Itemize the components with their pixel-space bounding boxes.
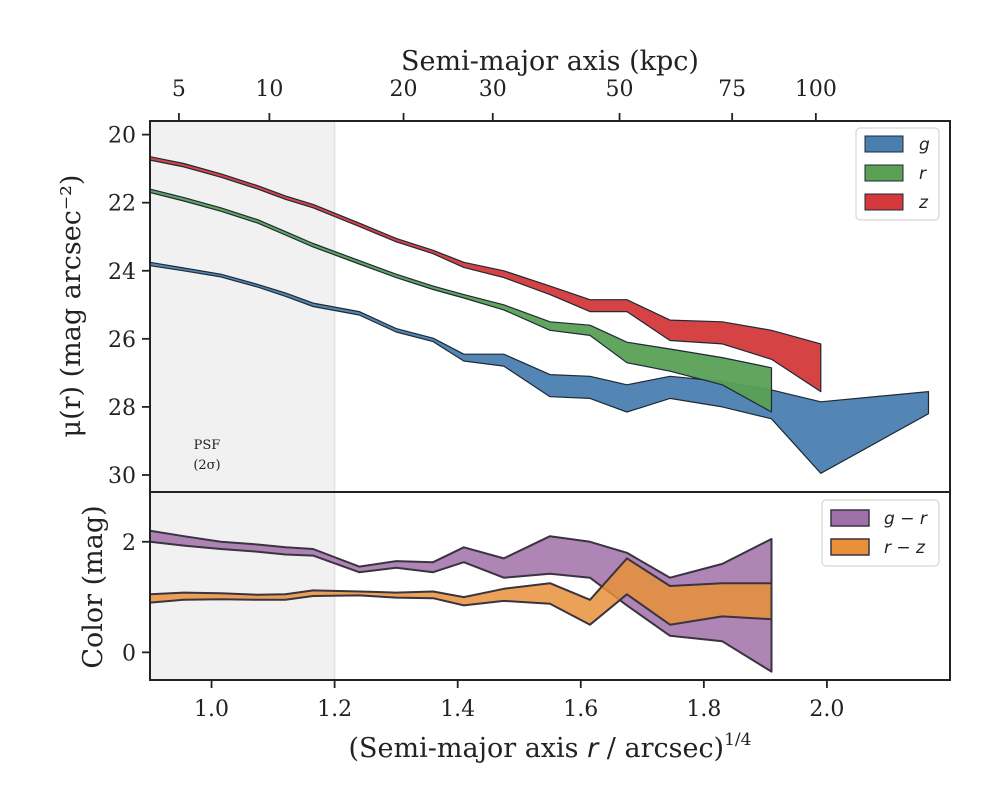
upper-legend: grz: [855, 127, 940, 221]
y-tick-label: 20: [108, 124, 136, 149]
band-z: [150, 156, 822, 393]
x-tick-label: 1.0: [194, 697, 229, 722]
psf-region: [150, 121, 335, 492]
legend-label-color-1: r − z: [884, 538, 926, 558]
top-tick-label: 5: [172, 77, 186, 102]
lower-panel: 0 2 1.0 1.2 1.4 1.6 1.8 2.0 g − r r − z: [122, 491, 951, 722]
y-tick-label: 24: [108, 260, 136, 285]
legend-swatch-color-0: [830, 509, 870, 527]
legend-swatch-g: [864, 135, 904, 153]
y-tick-label: 2: [122, 531, 136, 556]
legend-label-g: g: [919, 135, 930, 155]
psf-region-lower: [150, 492, 335, 680]
top-tick-label: 50: [606, 77, 634, 102]
top-tick-label: 10: [255, 77, 283, 102]
top-tick-label: 75: [718, 77, 746, 102]
x-tick-label: 1.8: [686, 697, 721, 722]
lower-frame: [149, 491, 951, 681]
lower-y-axis-label: Color (mag): [78, 505, 109, 668]
top-tick-label: 30: [479, 77, 507, 102]
top-tick-label: 100: [795, 77, 837, 102]
x-tick-label: 2.0: [809, 697, 844, 722]
x-axis-label: (Semi-major axis r / arcsec)1/4: [349, 730, 752, 764]
y-tick-label: 22: [108, 192, 136, 217]
legend-swatch-color-1: [830, 538, 870, 556]
legend-swatch-z: [864, 193, 904, 211]
y-tick-label: 30: [108, 464, 136, 489]
upper-panel: PSF (2σ) 20 22 24 26 28 30 grz: [108, 120, 951, 493]
top-axis-ticks: 5 10 20 30 50 75 100: [172, 77, 837, 121]
legend-label-r: r: [919, 164, 927, 184]
color-band-1: [150, 557, 773, 626]
x-tick-label: 1.6: [563, 697, 598, 722]
psf-label: PSF: [194, 438, 221, 453]
y-tick-label: 28: [108, 396, 136, 421]
top-axis-title: Semi-major axis (kpc): [401, 46, 699, 77]
band-r: [150, 188, 773, 413]
legend-label-color-0: g − r: [884, 509, 928, 529]
color-band-0: [150, 529, 773, 673]
y-tick-label: 0: [122, 641, 136, 666]
y-tick-label: 26: [108, 328, 136, 353]
band-g: [150, 261, 930, 474]
top-tick-label: 20: [390, 77, 418, 102]
upper-y-axis-label: μ(r) (mag arcsec⁻²): [56, 175, 87, 438]
legend-label-z: z: [918, 193, 929, 213]
lower-legend: g − r r − z: [821, 499, 940, 567]
psf-sigma-label: (2σ): [193, 458, 220, 473]
x-tick-label: 1.2: [317, 697, 352, 722]
x-tick-label: 1.4: [440, 697, 475, 722]
legend-swatch-r: [864, 164, 904, 182]
